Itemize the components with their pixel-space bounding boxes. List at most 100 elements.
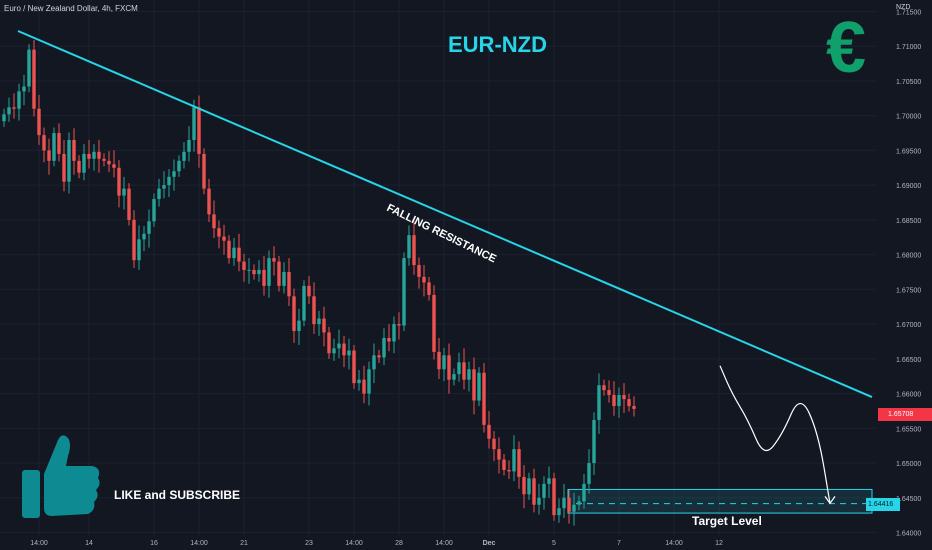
candle-body xyxy=(427,282,431,295)
candle-body xyxy=(82,153,86,173)
x-tick-label: 14:00 xyxy=(345,540,363,547)
candle-body xyxy=(257,269,261,275)
candle-body xyxy=(307,285,311,297)
candle-body xyxy=(197,107,201,154)
euro-icon: € xyxy=(826,8,867,88)
candle-body xyxy=(337,343,341,349)
candle-body xyxy=(57,133,61,154)
x-tick-label: 14:00 xyxy=(30,540,48,547)
candle-body xyxy=(367,369,371,394)
projected-path-curve xyxy=(719,365,831,504)
y-tick-label: 1.64500 xyxy=(896,496,921,503)
x-tick-label: Dec xyxy=(483,540,496,547)
candle-body xyxy=(192,107,196,140)
candle-body xyxy=(512,449,516,472)
candle-body xyxy=(152,199,156,222)
candle-body xyxy=(182,151,186,161)
target-zone-box xyxy=(567,488,873,514)
candlesticks xyxy=(2,39,636,526)
last-price-tag: 1.65708 xyxy=(878,407,932,421)
candle-body xyxy=(457,362,461,375)
y-tick-label: 1.69500 xyxy=(896,148,921,155)
y-tick-label: 1.69000 xyxy=(896,183,921,190)
candle-body xyxy=(252,269,256,275)
candle-body xyxy=(462,362,466,380)
candle-body xyxy=(357,379,361,384)
candle-body xyxy=(17,91,21,109)
candle-body xyxy=(387,338,391,342)
candle-body xyxy=(207,188,211,215)
candle-body xyxy=(612,394,616,407)
candle-body xyxy=(377,355,381,358)
candle-body xyxy=(272,258,276,262)
candle-body xyxy=(282,272,286,286)
candle-body xyxy=(412,235,416,266)
candle-body xyxy=(487,424,491,439)
candle-body xyxy=(122,188,126,196)
candle-body xyxy=(177,160,181,172)
x-tick-label: 23 xyxy=(305,540,313,547)
candle-body xyxy=(87,153,91,159)
candle-body xyxy=(632,406,636,409)
candle-body xyxy=(22,86,26,92)
candle-body xyxy=(397,324,401,326)
candle-body xyxy=(402,258,406,326)
candle-body xyxy=(582,483,586,502)
candle-body xyxy=(432,294,436,352)
candle-body xyxy=(27,49,31,87)
time-axis: 14:00 14 16 14:00 21 23 14:00 28 14:00 Dec 5 7 14:00… xyxy=(30,540,723,547)
candle-body xyxy=(547,478,551,484)
price-axis: 1.64000 1.64500 1.65000 1.65500 1.66000 1.665… xyxy=(896,9,921,537)
candle-body xyxy=(327,332,331,354)
candle-body xyxy=(447,355,451,380)
candle-body xyxy=(392,324,396,342)
candle-body xyxy=(587,463,591,484)
candle-body xyxy=(482,372,486,425)
candle-body xyxy=(32,49,36,109)
candle-body xyxy=(102,158,106,161)
candle-body xyxy=(342,343,346,356)
x-tick-label: 14:00 xyxy=(435,540,453,547)
candle-body xyxy=(47,150,51,161)
candle-body xyxy=(592,419,596,464)
y-tick-label: 1.67500 xyxy=(896,287,921,294)
candle-body xyxy=(172,171,176,177)
candle-body xyxy=(12,107,16,109)
candle-body xyxy=(202,153,206,189)
candle-body xyxy=(37,108,41,136)
y-tick-label: 1.68500 xyxy=(896,218,921,225)
candle-body xyxy=(517,449,521,477)
candle-body xyxy=(422,276,426,283)
candle-body xyxy=(77,160,81,173)
candle-body xyxy=(372,355,376,370)
candle-body xyxy=(227,240,231,259)
candle-body xyxy=(332,348,336,354)
candle-body xyxy=(222,236,226,241)
candle-body xyxy=(162,185,166,189)
candle-body xyxy=(522,476,526,495)
candle-body xyxy=(617,394,621,407)
candle-body xyxy=(302,285,306,321)
candle-body xyxy=(437,351,441,370)
candle-body xyxy=(382,338,386,358)
candle-body xyxy=(267,258,271,286)
y-tick-label: 1.64000 xyxy=(896,531,921,538)
chart-grid xyxy=(0,0,876,536)
candle-body xyxy=(542,483,546,498)
candle-body xyxy=(532,478,536,505)
y-tick-label: 1.65000 xyxy=(896,461,921,468)
like-subscribe-text: LIKE and SUBSCRIBE xyxy=(114,488,241,502)
candle-body xyxy=(7,107,11,115)
candle-body xyxy=(537,497,541,505)
candle-body xyxy=(622,394,626,400)
candle-body xyxy=(187,140,191,152)
candle-body xyxy=(527,478,531,495)
y-tick-label: 1.71500 xyxy=(896,9,921,16)
thumbs-up-icon xyxy=(22,435,100,518)
candle-body xyxy=(417,265,421,277)
candle-body xyxy=(42,135,46,151)
candle-body xyxy=(562,497,566,509)
candle-body xyxy=(52,133,56,161)
candle-body xyxy=(132,219,136,261)
